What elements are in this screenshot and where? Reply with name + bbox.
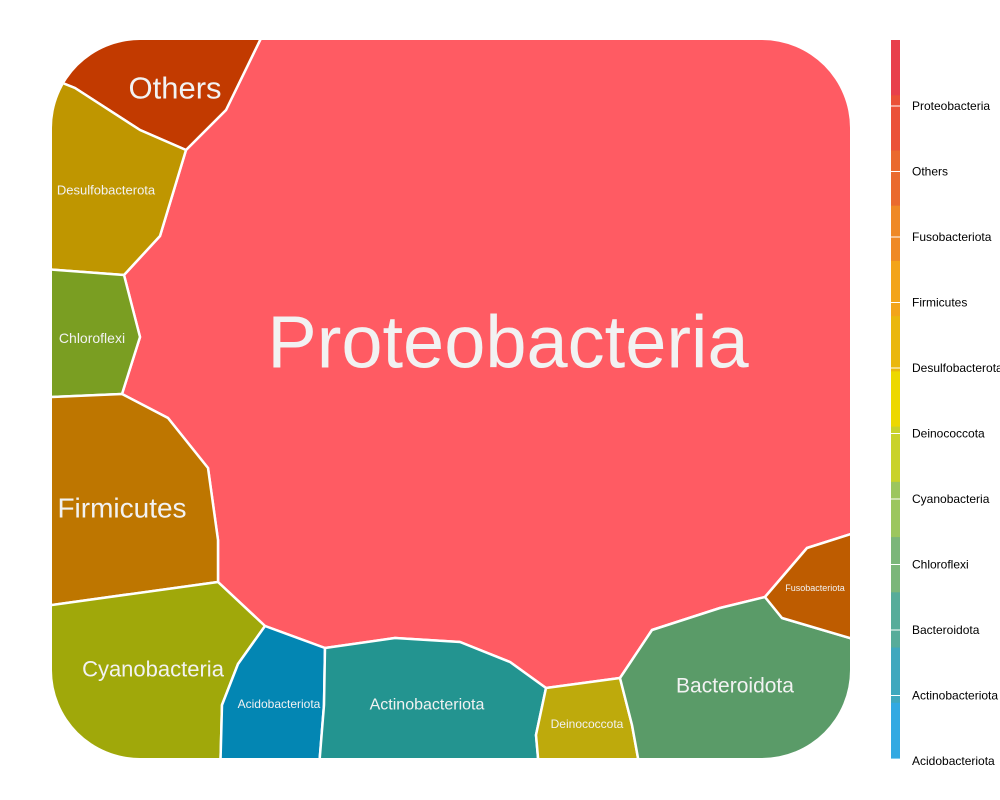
legend-label-others: Others (912, 165, 948, 179)
cell-label-acidobacteriota: Acidobacteriota (238, 697, 321, 711)
legend-label-fusobacteriota: Fusobacteriota (912, 230, 992, 244)
legend-swatch (891, 371, 900, 428)
cell-label-actinobacteriota: Actinobacteriota (370, 697, 485, 714)
legend-label-firmicutes: Firmicutes (912, 296, 967, 310)
legend-swatch (891, 647, 900, 704)
legend-swatch (891, 205, 900, 262)
cell-label-cyanobacteria: Cyanobacteria (82, 657, 225, 682)
legend-label-actinobacteriota: Actinobacteriota (912, 689, 998, 703)
legend-label-cyanobacteria: Cyanobacteria (912, 492, 990, 506)
cell-label-chloroflexi: Chloroflexi (59, 330, 125, 346)
legend-label-proteobacteria: Proteobacteria (912, 99, 990, 113)
treemap-labels: Proteobacteria Others Desulfobacterota Chlo… (57, 71, 845, 732)
legend-color-bar (891, 40, 900, 759)
cell-label-fusobacteriota: Fusobacteriota (785, 583, 845, 593)
cell-label-others: Others (128, 71, 221, 106)
cell-chloroflexi (52, 266, 142, 400)
legend-label-desulfobacterota: Desulfobacterota (912, 361, 1000, 375)
legend-labels: Proteobacteria Others Fusobacteriota Firmic… (891, 99, 1000, 768)
legend-swatch (891, 702, 900, 759)
cell-label-desulfobacterota: Desulfobacterota (57, 183, 156, 198)
legend-label-deinococcota: Deinococcota (912, 427, 985, 441)
legend-swatch (891, 316, 900, 372)
legend-swatch (891, 260, 900, 317)
legend-label-chloroflexi: Chloroflexi (912, 558, 969, 572)
legend-swatch (891, 426, 900, 483)
cell-label-proteobacteria: Proteobacteria (267, 301, 749, 384)
legend: Proteobacteria Others Fusobacteriota Firmic… (891, 40, 1000, 768)
cell-fusobacteriota (763, 526, 850, 646)
legend-label-acidobacteriota: Acidobacteriota (912, 754, 995, 768)
legend-label-bacteroidota: Bacteroidota (912, 623, 980, 637)
legend-swatch (891, 95, 900, 152)
legend-swatch (891, 592, 900, 649)
treemap-cells (52, 40, 850, 758)
cell-label-deinococcota: Deinococcota (551, 717, 624, 731)
legend-swatch (891, 40, 900, 96)
cell-desulfobacterota (52, 68, 188, 277)
cell-label-firmicutes: Firmicutes (57, 493, 186, 524)
legend-swatch (891, 481, 900, 538)
cell-label-bacteroidota: Bacteroidota (676, 675, 794, 698)
legend-swatch (891, 150, 900, 207)
